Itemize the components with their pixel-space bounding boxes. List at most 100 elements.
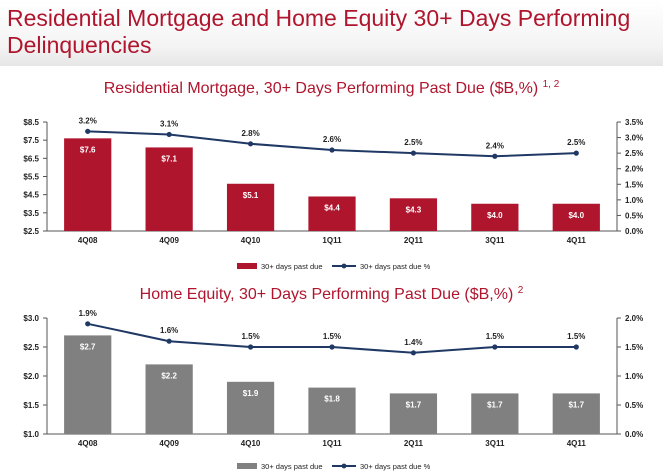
line-point bbox=[247, 344, 254, 350]
legend-line-marker bbox=[341, 263, 347, 269]
bar bbox=[552, 203, 600, 231]
bar-value-label: $1.7 bbox=[568, 400, 584, 409]
bar-value-label: $2.2 bbox=[161, 371, 177, 380]
legend-bar-swatch bbox=[237, 463, 257, 469]
category-label: 1Q11 bbox=[322, 439, 342, 448]
category-label: 4Q11 bbox=[567, 439, 587, 448]
bar bbox=[308, 196, 356, 231]
legend-line-label: 30+ days past due % bbox=[360, 462, 431, 471]
bar-value-label: $4.0 bbox=[487, 211, 503, 220]
bar-value-label: $2.7 bbox=[80, 342, 96, 351]
bar bbox=[145, 364, 193, 434]
bar-value-label: $5.1 bbox=[243, 191, 259, 200]
bar-value-label: $1.8 bbox=[324, 395, 340, 404]
bar bbox=[389, 393, 438, 434]
line-value-label: 1.5% bbox=[241, 332, 259, 341]
line-point bbox=[492, 344, 498, 350]
category-label: 1Q11 bbox=[322, 236, 342, 245]
left-tick-label: $3.5 bbox=[23, 209, 39, 218]
category-label: 4Q10 bbox=[241, 439, 261, 448]
right-tick-label: 0.0% bbox=[625, 227, 643, 236]
left-tick-label: $1.5 bbox=[23, 401, 39, 410]
line-point bbox=[85, 128, 91, 134]
home-equity-chart: $1.0 $1.5 $2.0 $2.5 $3.0 0.0% 0.5% 1.0% 1.5% 2.0%… bbox=[23, 309, 643, 471]
line-point bbox=[410, 350, 417, 356]
category-label: 4Q08 bbox=[78, 439, 98, 448]
line-value-label: 3.1% bbox=[160, 119, 178, 128]
mortgage-chart-footnote: 1, 2 bbox=[542, 79, 560, 90]
bar bbox=[471, 393, 519, 434]
category-label: 4Q09 bbox=[159, 439, 179, 448]
right-tick-label: 3.5% bbox=[625, 118, 643, 127]
bar bbox=[64, 335, 112, 434]
bar bbox=[389, 198, 438, 231]
category-label: 4Q11 bbox=[567, 236, 587, 245]
line-point bbox=[410, 150, 417, 156]
right-tick-label: 0.5% bbox=[625, 211, 643, 220]
legend-bar-swatch bbox=[237, 263, 257, 269]
line-point bbox=[85, 321, 91, 327]
home-equity-chart-title: Home Equity, 30+ Days Performing Past Du… bbox=[0, 285, 663, 304]
bar-value-label: $4.0 bbox=[568, 211, 584, 220]
right-tick-label: 3.0% bbox=[625, 134, 643, 143]
line-value-label: 2.8% bbox=[241, 129, 259, 138]
line-point bbox=[166, 338, 172, 344]
bar-value-label: $4.3 bbox=[406, 205, 422, 214]
right-tick-label: 1.5% bbox=[625, 180, 643, 189]
right-tick-label: 1.0% bbox=[625, 372, 643, 381]
category-label: 2Q11 bbox=[404, 236, 424, 245]
bar-value-label: $1.7 bbox=[487, 400, 503, 409]
legend-line-marker bbox=[341, 463, 347, 469]
home-equity-chart-title-text: Home Equity, 30+ Days Performing Past Du… bbox=[139, 286, 514, 303]
bar bbox=[226, 381, 275, 434]
left-tick-label: $5.5 bbox=[23, 173, 39, 182]
left-tick-label: $2.5 bbox=[23, 343, 39, 352]
mortgage-chart-title-text: Residential Mortgage, 30+ Days Performin… bbox=[103, 80, 539, 97]
category-label: 3Q11 bbox=[485, 236, 505, 245]
line-point bbox=[329, 344, 335, 350]
line-value-label: 2.5% bbox=[404, 138, 422, 147]
line-value-label: 3.2% bbox=[79, 116, 97, 125]
line-value-label: 1.9% bbox=[79, 309, 97, 318]
line-point bbox=[573, 344, 579, 350]
left-tick-label: $2.0 bbox=[23, 372, 39, 381]
line-value-label: 2.6% bbox=[323, 135, 341, 144]
legend-bar-label: 30+ days past due bbox=[261, 462, 323, 471]
category-label: 3Q11 bbox=[485, 439, 505, 448]
line-point bbox=[573, 150, 579, 156]
bar-value-label: $1.7 bbox=[406, 400, 422, 409]
line-point bbox=[247, 141, 254, 147]
right-tick-label: 1.5% bbox=[625, 343, 643, 352]
category-label: 4Q09 bbox=[159, 236, 179, 245]
category-label: 2Q11 bbox=[404, 439, 424, 448]
line-value-label: 1.5% bbox=[567, 332, 585, 341]
bar-value-label: $1.9 bbox=[243, 389, 259, 398]
right-tick-label: 0.0% bbox=[625, 430, 643, 439]
bar-value-label: $4.4 bbox=[324, 203, 340, 212]
line-point bbox=[492, 153, 498, 159]
right-tick-label: 2.0% bbox=[625, 165, 643, 174]
left-tick-label: $7.5 bbox=[23, 136, 39, 145]
slide-header: Residential Mortgage and Home Equity 30+… bbox=[0, 0, 663, 66]
category-label: 4Q10 bbox=[241, 236, 261, 245]
line-value-label: 1.4% bbox=[404, 338, 422, 347]
home-equity-chart-footnote: 2 bbox=[517, 285, 524, 296]
line-value-label: 1.5% bbox=[323, 332, 341, 341]
right-tick-label: 2.5% bbox=[625, 149, 643, 158]
right-tick-label: 1.0% bbox=[625, 196, 643, 205]
bar bbox=[552, 393, 600, 434]
category-label: 4Q08 bbox=[78, 236, 98, 245]
bar-value-label: $7.6 bbox=[80, 145, 96, 154]
line-value-label: 1.5% bbox=[486, 332, 504, 341]
left-tick-label: $4.5 bbox=[23, 191, 39, 200]
bar bbox=[145, 147, 193, 231]
left-tick-label: $8.5 bbox=[23, 118, 39, 127]
line-point bbox=[166, 131, 172, 138]
left-tick-label: $2.5 bbox=[23, 227, 39, 236]
line-value-label: 2.5% bbox=[567, 138, 585, 147]
bar-value-label: $7.1 bbox=[161, 154, 177, 163]
mortgage-chart-title: Residential Mortgage, 30+ Days Performin… bbox=[0, 79, 663, 98]
line-value-label: 2.4% bbox=[486, 141, 504, 150]
left-tick-label: $6.5 bbox=[23, 154, 39, 163]
line-point bbox=[329, 147, 335, 153]
